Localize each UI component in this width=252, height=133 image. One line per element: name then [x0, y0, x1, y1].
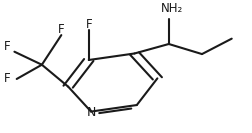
Text: F: F [4, 40, 11, 53]
Text: F: F [58, 23, 64, 36]
Text: F: F [4, 72, 11, 85]
Text: F: F [85, 18, 92, 31]
Text: NH₂: NH₂ [161, 2, 183, 15]
Text: N: N [86, 106, 95, 119]
